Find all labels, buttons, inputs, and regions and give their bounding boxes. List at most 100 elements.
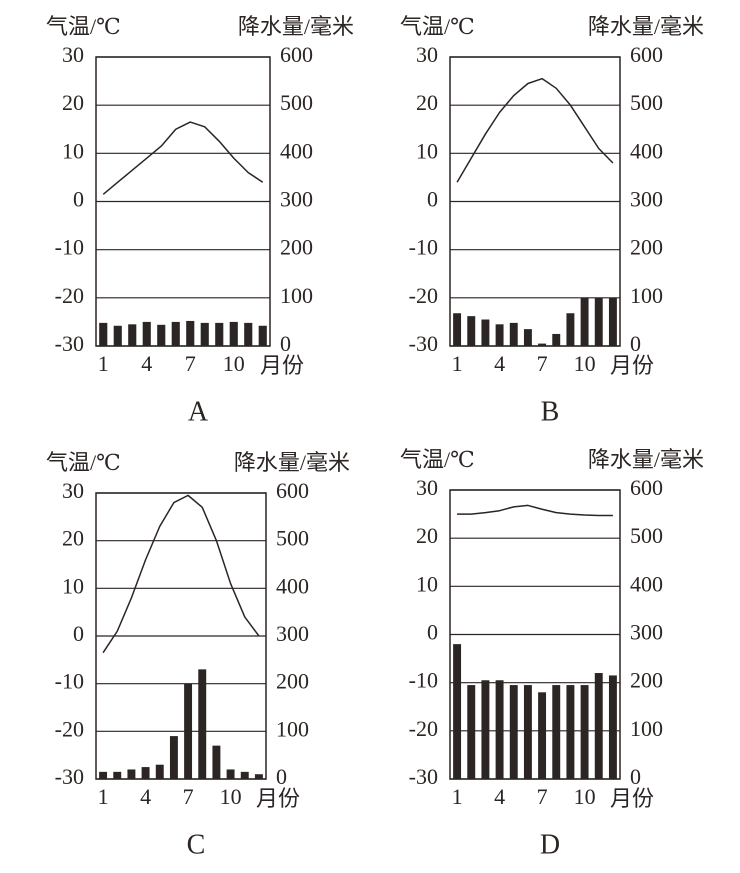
y2-tick-label: 100 <box>276 716 309 741</box>
y-tick-label: -10 <box>409 235 438 260</box>
bar <box>128 324 137 346</box>
y2-tick-label: 300 <box>630 620 663 645</box>
x-tick-label: 1 <box>452 351 463 376</box>
bar <box>453 313 462 346</box>
panel-title: B <box>541 396 560 427</box>
y-tick-label: -20 <box>409 283 438 308</box>
x-tick-label: 1 <box>98 784 109 809</box>
y2-tick-label: 400 <box>280 138 313 163</box>
y-tick-label: 0 <box>73 621 84 646</box>
bar <box>198 669 207 779</box>
y-axis-label: 气温/℃ <box>400 447 475 472</box>
y2-tick-label: 100 <box>630 283 663 308</box>
x-tick-label: 4 <box>494 784 505 809</box>
y2-tick-label: 500 <box>630 90 663 115</box>
x-tick-label: 1 <box>452 784 463 809</box>
x-tick-label: 4 <box>140 784 151 809</box>
x-axis-label: 月份 <box>256 786 300 811</box>
bar <box>113 771 122 779</box>
bar <box>244 322 253 346</box>
bar <box>538 692 547 779</box>
y2-tick-label: 600 <box>630 475 663 500</box>
x-axis-label: 月份 <box>260 353 304 378</box>
x-tick-label: 7 <box>183 784 194 809</box>
y-tick-label: 30 <box>416 475 438 500</box>
bar <box>481 680 490 779</box>
y2-tick-label: 100 <box>630 716 663 741</box>
x-tick-label: 7 <box>537 351 548 376</box>
y-axis-label: 气温/℃ <box>400 14 475 39</box>
y2-tick-label: 600 <box>276 478 309 503</box>
y2-tick-label: 200 <box>280 235 313 260</box>
bar <box>523 685 532 779</box>
y2-tick-label: 400 <box>630 571 663 596</box>
bar <box>200 322 209 346</box>
x-tick-label: 4 <box>141 351 152 376</box>
x-tick-label: 7 <box>537 784 548 809</box>
bar <box>538 343 547 346</box>
y-axis-label: 气温/℃ <box>46 450 121 475</box>
y2-tick-label: 0 <box>276 764 287 789</box>
y-tick-label: 0 <box>427 620 438 645</box>
bar <box>566 313 575 346</box>
bar <box>594 297 603 346</box>
y-tick-label: 20 <box>416 90 438 115</box>
bar <box>467 316 476 346</box>
temperature-line <box>102 494 260 654</box>
y-tick-label: 30 <box>62 478 84 503</box>
y2-tick-label: 400 <box>276 573 309 598</box>
y2-tick-label: 500 <box>630 523 663 548</box>
bar <box>229 321 238 346</box>
y-tick-label: 20 <box>62 526 84 551</box>
y2-axis-label: 降水量/毫米 <box>238 14 354 39</box>
y2-axis-label: 降水量/毫米 <box>588 14 704 39</box>
x-tick-label: 4 <box>494 351 505 376</box>
bar <box>580 297 589 346</box>
x-tick-label: 10 <box>223 351 245 376</box>
bar <box>481 319 490 346</box>
y2-tick-label: 200 <box>276 669 309 694</box>
x-tick-label: 7 <box>185 351 196 376</box>
bar <box>171 321 180 346</box>
x-axis-label: 月份 <box>610 353 654 378</box>
bar <box>608 675 617 779</box>
bar <box>99 322 108 346</box>
x-tick-label: 1 <box>98 351 109 376</box>
y2-tick-label: 500 <box>280 90 313 115</box>
y-tick-label: 10 <box>416 138 438 163</box>
plot-frame <box>449 489 621 780</box>
y-tick-label: 10 <box>62 138 84 163</box>
bar <box>566 685 575 779</box>
bar <box>258 325 267 346</box>
bar <box>186 320 195 346</box>
y-tick-label: 10 <box>416 571 438 596</box>
y2-axis-label: 降水量/毫米 <box>588 447 704 472</box>
bar <box>212 745 221 779</box>
bar <box>113 325 122 346</box>
bar <box>240 771 249 779</box>
y2-tick-label: 0 <box>280 331 291 356</box>
temperature-line <box>457 504 613 517</box>
bar <box>141 767 150 779</box>
y2-tick-label: 600 <box>630 42 663 67</box>
bar <box>127 769 136 779</box>
bar <box>169 736 178 779</box>
y-tick-label: -30 <box>409 331 438 356</box>
bar <box>509 322 518 346</box>
y-tick-label: -30 <box>409 764 438 789</box>
bar <box>155 764 164 779</box>
y2-tick-label: 600 <box>280 42 313 67</box>
y-tick-label: -10 <box>409 668 438 693</box>
y2-tick-label: 500 <box>276 526 309 551</box>
bar <box>580 685 589 779</box>
y2-tick-label: 200 <box>630 668 663 693</box>
y-tick-label: 20 <box>62 90 84 115</box>
y2-axis-label: 降水量/毫米 <box>234 450 350 475</box>
bar <box>226 769 235 779</box>
y-tick-label: -10 <box>55 235 84 260</box>
y-tick-label: -20 <box>409 716 438 741</box>
x-tick-label: 10 <box>574 784 596 809</box>
y2-tick-label: 300 <box>276 621 309 646</box>
x-tick-label: 10 <box>574 351 596 376</box>
